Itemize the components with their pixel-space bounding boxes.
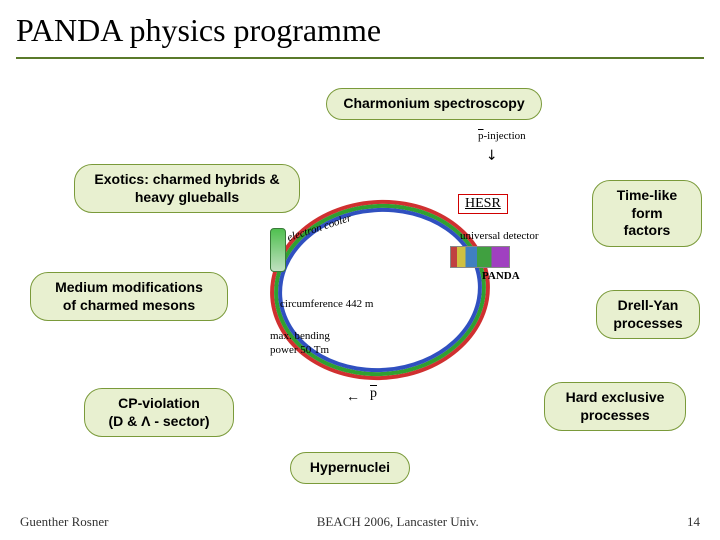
page-title: PANDA physics programme: [0, 0, 720, 53]
bubble-label: Time-like: [617, 187, 677, 203]
p-injection-label: p-injection: [478, 130, 526, 142]
title-divider: [16, 57, 704, 59]
footer: Guenther Rosner BEACH 2006, Lancaster Un…: [0, 514, 720, 530]
bending-label-l2: power 50 Tm: [270, 344, 329, 356]
bubble-label: of charmed mesons: [63, 297, 195, 313]
bubble-cp: CP-violation (D & Λ - sector): [84, 388, 234, 437]
bubble-label: Drell-Yan: [618, 297, 679, 313]
pbar-symbol: p: [370, 386, 377, 401]
bubble-medium: Medium modifications of charmed mesons: [30, 272, 228, 321]
bubble-label: (D & Λ - sector): [108, 413, 209, 429]
pbar-bottom: p: [370, 386, 377, 402]
bubble-label: processes: [613, 315, 682, 331]
detector-label: universal detector: [460, 230, 539, 242]
hesr-label: HESR: [458, 194, 508, 214]
bubble-drellyan: Drell-Yan processes: [596, 290, 700, 339]
bubble-label: CP-violation: [118, 395, 200, 411]
bubble-label: processes: [580, 407, 649, 423]
detector-block: [450, 246, 510, 268]
electron-cooler: [270, 228, 286, 272]
detector-label-l1: universal detector: [460, 230, 539, 242]
bubble-label: Charmonium spectroscopy: [343, 95, 524, 111]
bubble-label: Medium modifications: [55, 279, 203, 295]
footer-venue: BEACH 2006, Lancaster Univ.: [317, 514, 479, 530]
circumference-label: circumference 442 m: [280, 298, 373, 310]
bending-label-l1: max. bending: [270, 330, 330, 342]
bubble-label: heavy glueballs: [135, 189, 239, 205]
bubble-label: Hypernuclei: [310, 459, 390, 475]
bubble-label: form factors: [624, 205, 671, 239]
arrow-icon: ↘: [482, 144, 502, 164]
footer-author: Guenther Rosner: [20, 514, 108, 530]
footer-page: 14: [687, 514, 700, 530]
injection-suffix: -injection: [484, 130, 526, 142]
hesr-diagram: p-injection ↘ HESR electron cooler unive…: [250, 130, 570, 410]
bubble-hypernuclei: Hypernuclei: [290, 452, 410, 484]
detector-label-panda: PANDA: [482, 270, 520, 282]
arrow-icon: ←: [346, 388, 360, 404]
bubble-charmonium: Charmonium spectroscopy: [326, 88, 542, 120]
bubble-label: Hard exclusive: [566, 389, 665, 405]
bubble-timelike: Time-like form factors: [592, 180, 702, 247]
